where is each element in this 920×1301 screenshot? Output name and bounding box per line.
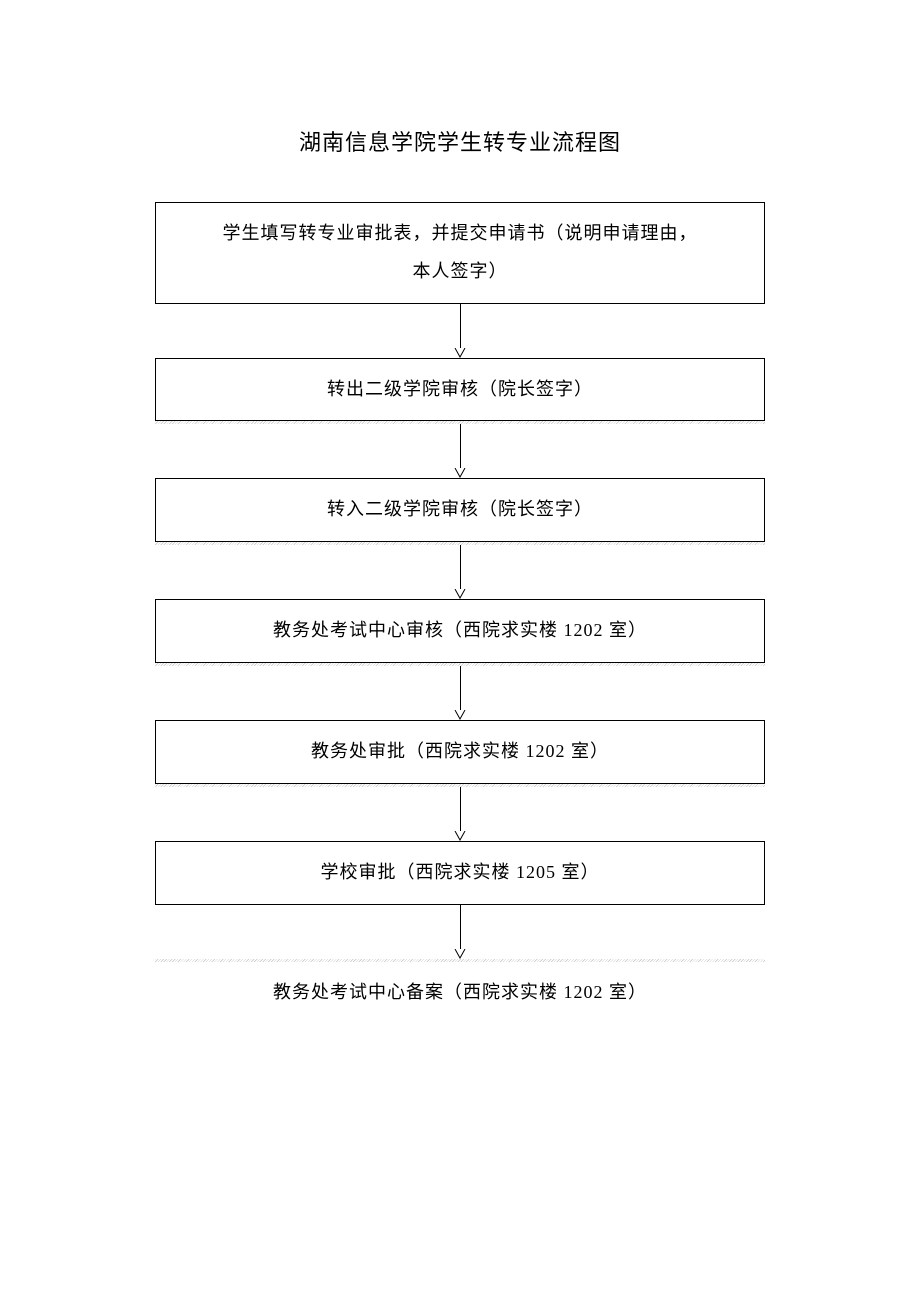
flowchart-node-step6: 学校审批（西院求实楼 1205 室）	[155, 841, 765, 905]
node-text: 转入二级学院审核（院长签字）	[327, 491, 593, 529]
flowchart-arrow	[454, 304, 466, 358]
flowchart-node-step3: 转入二级学院审核（院长签字）	[155, 478, 765, 542]
flowchart-arrow	[454, 545, 466, 599]
node-text: 学生填写转专业审批表，并提交申请书（说明申请理由，	[223, 215, 698, 253]
arrow-down-icon	[454, 949, 466, 959]
flowchart-arrow	[454, 424, 466, 478]
flowchart-title: 湖南信息学院学生转专业流程图	[0, 0, 920, 202]
arrow-down-icon	[454, 348, 466, 358]
flowchart-node-step5: 教务处审批（西院求实楼 1202 室）	[155, 720, 765, 784]
arrow-down-icon	[454, 589, 466, 599]
hatched-divider-final	[155, 959, 765, 962]
arrow-down-icon	[454, 468, 466, 478]
flowchart-arrow	[454, 905, 466, 959]
flowchart-node-step2: 转出二级学院审核（院长签字）	[155, 358, 765, 422]
flowchart-arrow	[454, 666, 466, 720]
flowchart-final-step: 教务处考试中心备案（西院求实楼 1202 室）	[273, 978, 647, 1004]
flowchart-node-step4: 教务处考试中心审核（西院求实楼 1202 室）	[155, 599, 765, 663]
node-text: 学校审批（西院求实楼 1205 室）	[321, 854, 600, 892]
flowchart-node-step1: 学生填写转专业审批表，并提交申请书（说明申请理由， 本人签字）	[155, 202, 765, 304]
node-text: 转出二级学院审核（院长签字）	[327, 371, 593, 409]
arrow-down-icon	[454, 831, 466, 841]
node-text: 教务处考试中心审核（西院求实楼 1202 室）	[273, 612, 647, 650]
flowchart-arrow	[454, 787, 466, 841]
node-text: 教务处审批（西院求实楼 1202 室）	[311, 733, 609, 771]
flowchart-container: 学生填写转专业审批表，并提交申请书（说明申请理由， 本人签字） 转出二级学院审核…	[0, 202, 920, 1004]
arrow-down-icon	[454, 710, 466, 720]
node-text: 本人签字）	[413, 253, 508, 291]
